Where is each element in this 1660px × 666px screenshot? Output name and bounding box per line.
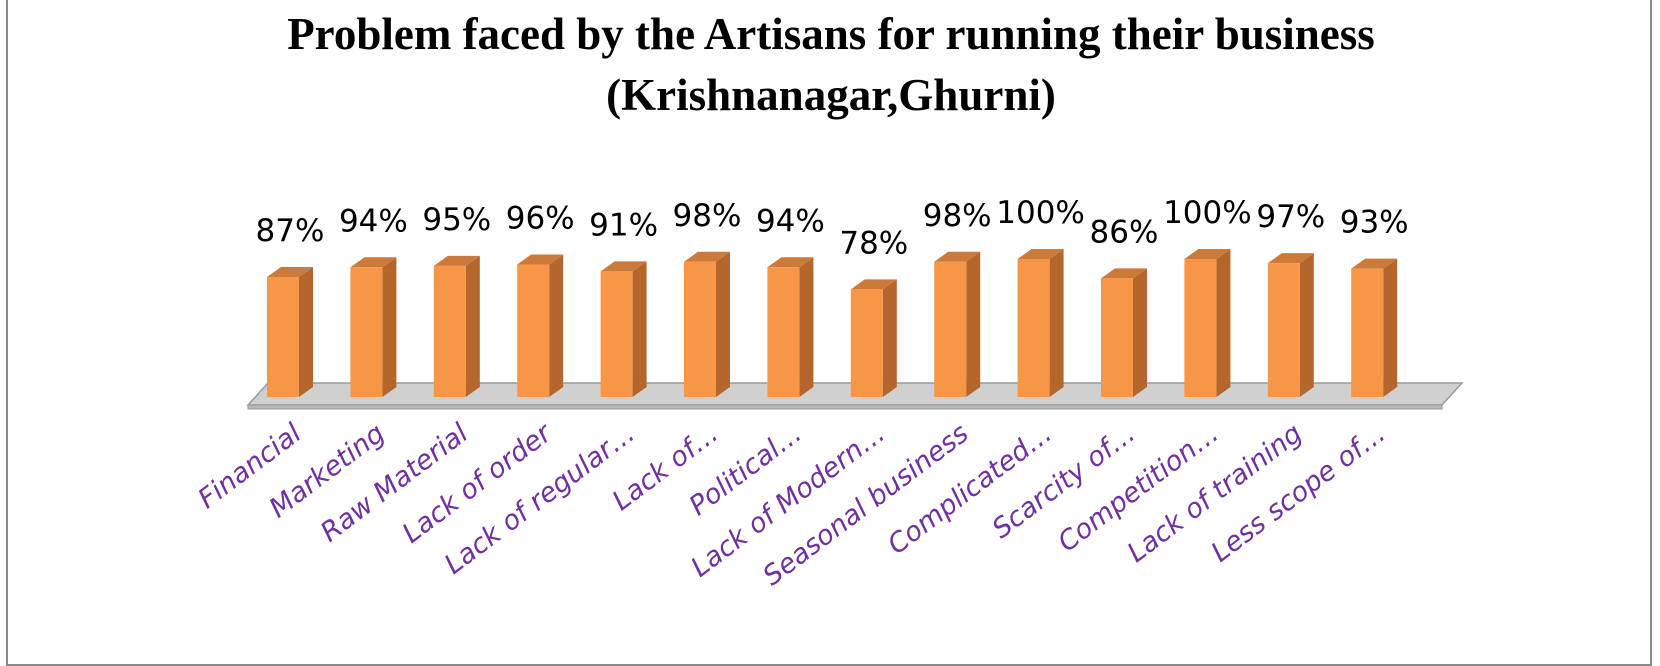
chart-bar-front (267, 276, 299, 397)
chart-bar-front (600, 271, 633, 397)
chart-value-label: 93% (1340, 205, 1409, 241)
chart-bar-front (350, 267, 383, 397)
chart-bar-side (1133, 268, 1147, 397)
chart-bar-top (1017, 249, 1064, 259)
chart-bar-top (767, 257, 814, 268)
chart-bars-layer (267, 249, 1398, 397)
chart-bar-top (350, 257, 397, 268)
chart-value-label: 98% (923, 198, 992, 234)
chart-bar (517, 254, 564, 397)
chart-value-label: 95% (422, 202, 491, 238)
chart-bar-top (1101, 268, 1147, 279)
chart-value-label: 96% (506, 201, 575, 237)
chart-bar (1267, 253, 1314, 397)
chart-bar-side (632, 261, 647, 397)
chart-bar-side (549, 254, 564, 397)
chart-bar-top (1351, 258, 1398, 269)
chart-bar-top (517, 254, 564, 265)
chart-value-label: 87% (256, 213, 325, 249)
chart-value-label: 98% (673, 198, 742, 234)
chart-bar-side (1383, 258, 1398, 397)
chart-bar (267, 266, 313, 397)
chart-bar-top (267, 266, 313, 277)
chart-bar-side (382, 257, 397, 397)
chart-value-label: 94% (756, 203, 825, 239)
chart-title-line: Problem faced by the Artisans for runnin… (287, 9, 1375, 59)
chart-value-label: 78% (839, 225, 908, 261)
chart-bar-side (1216, 249, 1231, 397)
chart-bar-front (433, 265, 466, 397)
chart-bar-front (1267, 263, 1300, 397)
chart-value-label: 100% (996, 195, 1085, 231)
chart-value-label: 91% (589, 207, 658, 243)
chart-bar-top (433, 255, 480, 266)
chart-bar-side (716, 251, 730, 397)
chart-bar (767, 257, 814, 397)
chart-bar (684, 251, 730, 397)
chart-bar-front (1184, 259, 1217, 397)
chart-bar-side (465, 255, 480, 397)
chart-bar-side (1049, 249, 1064, 397)
chart-bar-front (1101, 278, 1133, 397)
chart-bar-front (684, 261, 716, 397)
chart-value-label: 100% (1163, 195, 1252, 231)
chart-bar-side (299, 266, 313, 397)
chart-value-label: 86% (1090, 214, 1159, 250)
chart-bar-front (1017, 259, 1050, 397)
chart-bar-top (850, 279, 897, 290)
chart-bar (433, 255, 480, 397)
chart-bar-top (1184, 249, 1231, 259)
chart-subtitle-line: (Krishnanagar,Ghurni) (606, 70, 1056, 120)
chart-bar-front (517, 264, 550, 397)
chart-bar (1184, 249, 1231, 397)
chart-category-label: Raw Material (315, 418, 474, 549)
chart-value-labels-layer: 87% 94% 95% 96% 91% 98% 94%78%98% 100%86%100% 97… (256, 195, 1409, 261)
chart-value-label: 94% (339, 203, 408, 239)
chart-bar (1351, 258, 1398, 397)
chart-bar-top (684, 251, 730, 262)
chart-bar (600, 261, 647, 397)
chart-bar-top (934, 251, 981, 262)
chart-bar-top (1267, 253, 1314, 264)
chart-value-label: 97% (1256, 199, 1325, 235)
chart-bar-side (1299, 253, 1314, 397)
chart-bar (1101, 268, 1147, 397)
chart-title: Problem faced by the Artisans for runnin… (8, 4, 1654, 126)
chart-bar-front (850, 289, 883, 397)
chart-bar (350, 257, 397, 397)
chart-bar (850, 279, 897, 397)
chart-bar-front (767, 267, 800, 397)
chart-bar-side (799, 257, 814, 397)
chart-bar-front (1351, 268, 1384, 397)
chart-bar-front (934, 261, 967, 397)
chart-bar (1017, 249, 1064, 397)
chart-bar-side (882, 279, 897, 397)
chart-bar (934, 251, 981, 397)
chart-bar-top (600, 261, 647, 272)
chart-floor-edge (247, 404, 1443, 410)
chart-bar-side (966, 251, 981, 397)
